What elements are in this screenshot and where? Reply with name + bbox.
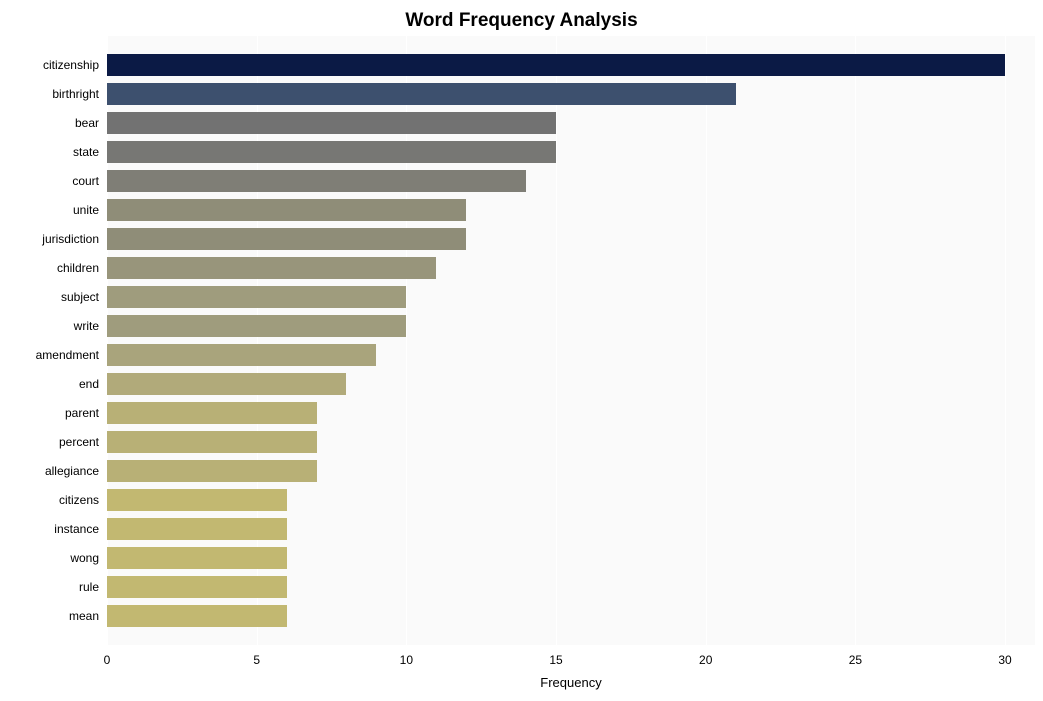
y-tick-label: court (72, 174, 99, 188)
y-tick-label: birthright (52, 87, 99, 101)
bar (107, 199, 466, 221)
y-tick-label: rule (79, 580, 99, 594)
x-tick-label: 25 (849, 653, 862, 667)
y-tick-label: subject (61, 290, 99, 304)
bar (107, 460, 317, 482)
bar (107, 257, 436, 279)
x-tick-label: 30 (998, 653, 1011, 667)
bar (107, 576, 287, 598)
x-tick-label: 15 (549, 653, 562, 667)
bar (107, 402, 317, 424)
y-tick-label: state (73, 145, 99, 159)
x-axis-label: Frequency (540, 675, 601, 690)
bar (107, 170, 526, 192)
bar (107, 83, 736, 105)
y-tick-label: mean (69, 609, 99, 623)
chart-title: Word Frequency Analysis (0, 10, 1043, 32)
y-tick-label: children (57, 261, 99, 275)
y-tick-label: percent (59, 435, 99, 449)
bar (107, 286, 406, 308)
bar (107, 373, 346, 395)
bar (107, 489, 287, 511)
bar (107, 431, 317, 453)
bar (107, 141, 556, 163)
y-tick-label: unite (73, 203, 99, 217)
y-tick-label: amendment (36, 348, 99, 362)
grid-line (855, 36, 856, 645)
y-tick-label: instance (54, 522, 99, 536)
bar (107, 547, 287, 569)
y-tick-label: wong (70, 551, 99, 565)
y-tick-label: bear (75, 116, 99, 130)
x-tick-label: 10 (400, 653, 413, 667)
bar (107, 344, 376, 366)
y-tick-label: write (74, 319, 99, 333)
bar (107, 518, 287, 540)
grid-line (706, 36, 707, 645)
y-tick-label: parent (65, 406, 99, 420)
grid-line (556, 36, 557, 645)
y-tick-label: citizens (59, 493, 99, 507)
grid-line (1005, 36, 1006, 645)
chart-container: Word Frequency Analysis 051015202530citi… (0, 0, 1043, 701)
y-tick-label: end (79, 377, 99, 391)
y-tick-label: allegiance (45, 464, 99, 478)
bar (107, 228, 466, 250)
bar (107, 605, 287, 627)
bar (107, 315, 406, 337)
bar (107, 112, 556, 134)
x-tick-label: 0 (104, 653, 111, 667)
chart-plot-area: 051015202530citizenshipbirthrightbearsta… (107, 36, 1035, 645)
y-tick-label: citizenship (43, 58, 99, 72)
y-tick-label: jurisdiction (42, 232, 99, 246)
bar (107, 54, 1005, 76)
x-tick-label: 20 (699, 653, 712, 667)
x-tick-label: 5 (253, 653, 260, 667)
